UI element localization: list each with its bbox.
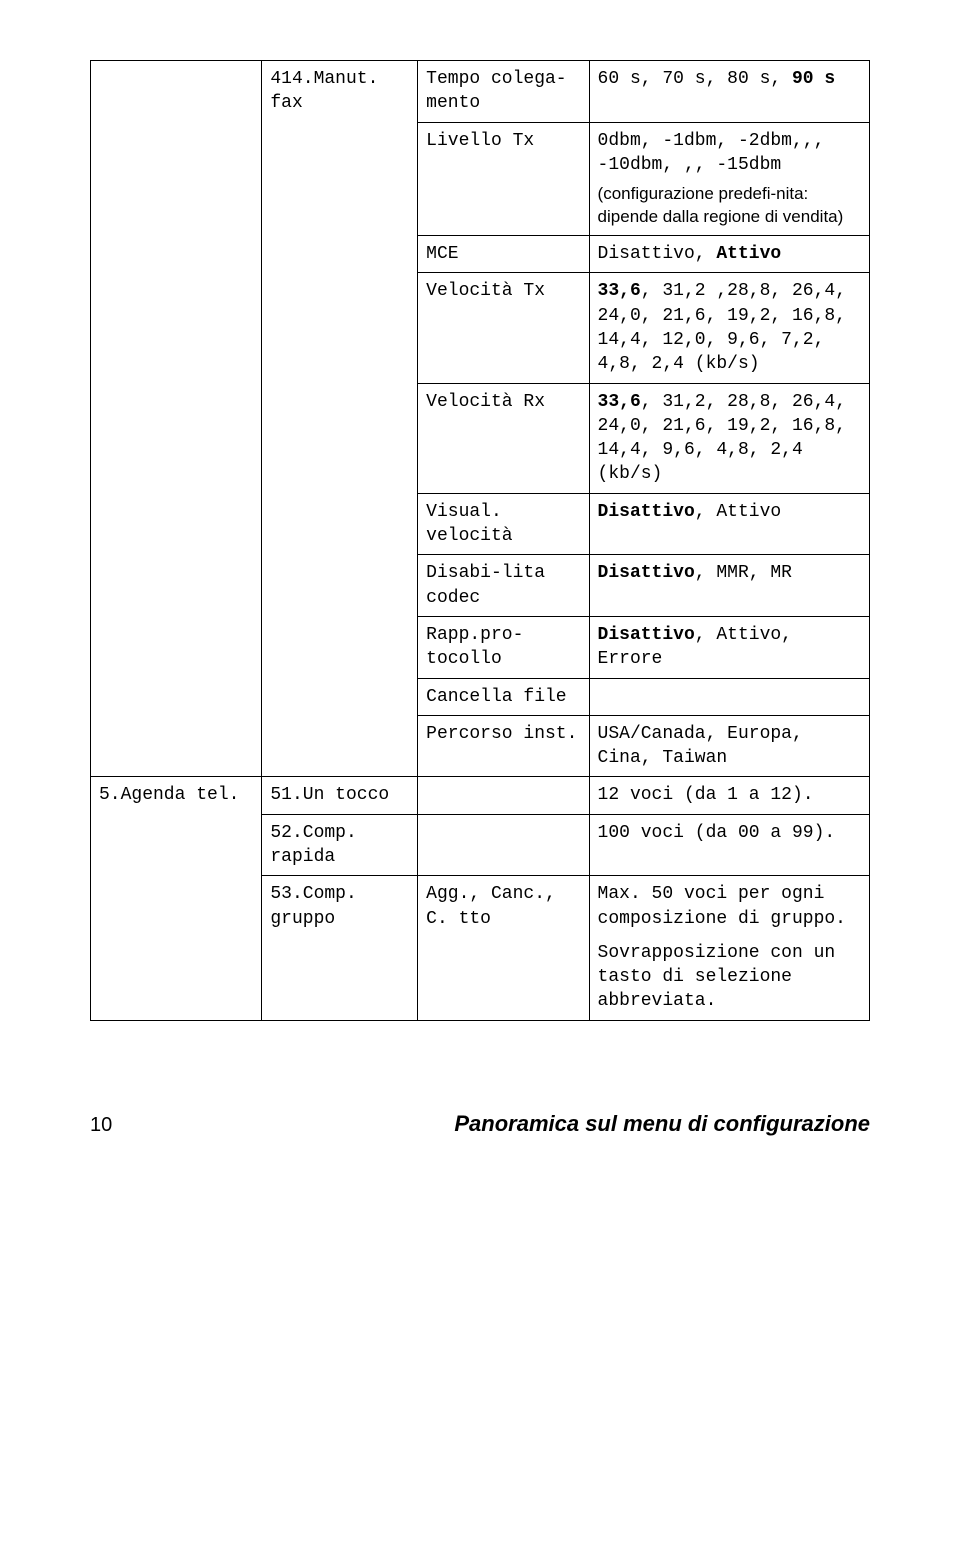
cell-menu: 51.Un tocco [262,777,418,814]
cell-value: 0dbm, -1dbm, -2dbm,,, -10dbm, ,, -15dbm … [589,122,869,235]
cell-param: Velocità Rx [418,383,589,493]
cell-param: Percorso inst. [418,715,589,777]
cell-value: USA/Canada, Europa, Cina, Taiwan [589,715,869,777]
cell-value: 33,6, 31,2, 28,8, 26,4, 24,0, 21,6, 19,2… [589,383,869,493]
config-table: 414.Manut. fax Tempo colega-mento 60 s, … [90,60,870,1021]
cell-menu: 53.Comp. gruppo [262,876,418,1020]
cell-param: Visual. velocità [418,493,589,555]
cell-value: 60 s, 70 s, 80 s, 90 s [589,61,869,123]
cell-param: MCE [418,236,589,273]
cell-param: Disabi-lita codec [418,555,589,617]
cell-value: Disattivo, Attivo [589,493,869,555]
cell-param: Tempo colega-mento [418,61,589,123]
cell-value: 100 voci (da 00 a 99). [589,814,869,876]
cell-value: Max. 50 voci per ogni composizione di gr… [589,876,869,1020]
cell-value [589,678,869,715]
cell-value: 33,6, 31,2 ,28,8, 26,4, 24,0, 21,6, 19,2… [589,273,869,383]
cell-value: Disattivo, Attivo [589,236,869,273]
cell-param: Livello Tx [418,122,589,235]
cell-value: 12 voci (da 1 a 12). [589,777,869,814]
cell-param [418,814,589,876]
cell-param: Cancella file [418,678,589,715]
cell-param: Rapp.pro-tocollo [418,616,589,678]
cell-menu: 414.Manut. fax [262,61,418,777]
page-footer: 10 Panoramica sul menu di configurazione [90,1111,870,1137]
cell-param: Agg., Canc., C. tto [418,876,589,1020]
cell-category [91,61,262,777]
table-row: 414.Manut. fax Tempo colega-mento 60 s, … [91,61,870,123]
page-number: 10 [90,1114,112,1137]
cell-param [418,777,589,814]
cell-value: Disattivo, MMR, MR [589,555,869,617]
cell-menu: 52.Comp. rapida [262,814,418,876]
footer-title: Panoramica sul menu di configurazione [142,1111,870,1137]
cell-value: Disattivo, Attivo, Errore [589,616,869,678]
table-row: 5.Agenda tel. 51.Un tocco 12 voci (da 1 … [91,777,870,814]
cell-param: Velocità Tx [418,273,589,383]
cell-category: 5.Agenda tel. [91,777,262,1020]
